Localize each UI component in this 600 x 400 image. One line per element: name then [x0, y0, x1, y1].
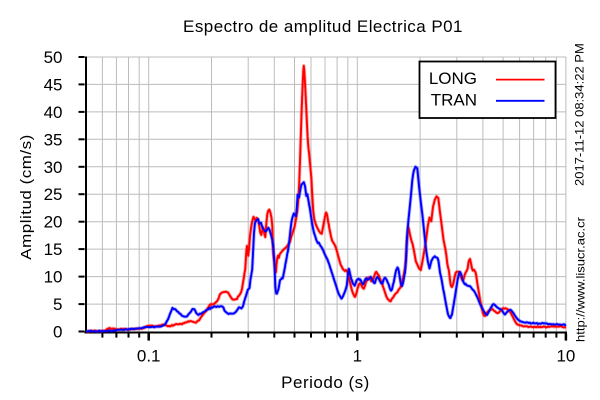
svg-text:0: 0: [53, 323, 62, 342]
svg-text:35: 35: [44, 130, 63, 149]
svg-text:20: 20: [44, 213, 63, 232]
svg-text:15: 15: [44, 240, 63, 259]
svg-text:30: 30: [44, 158, 63, 177]
svg-text:2017-11-12 08:34:22 PM: 2017-11-12 08:34:22 PM: [573, 43, 586, 186]
svg-text:Espectro de amplitud Electrica: Espectro de amplitud Electrica P01: [183, 17, 463, 36]
svg-text:25: 25: [44, 185, 63, 204]
svg-text:Periodo (s): Periodo (s): [281, 373, 370, 392]
svg-text:40: 40: [44, 103, 63, 122]
svg-text:http://www.lisucr.ac.cr: http://www.lisucr.ac.cr: [574, 217, 587, 342]
svg-text:TRAN: TRAN: [431, 90, 477, 109]
svg-text:45: 45: [44, 75, 63, 94]
svg-text:10: 10: [556, 346, 575, 365]
svg-text:LONG: LONG: [429, 69, 477, 88]
svg-text:5: 5: [53, 295, 62, 314]
svg-text:1: 1: [353, 346, 362, 365]
svg-text:50: 50: [44, 48, 63, 67]
svg-text:Amplitud (cm/s): Amplitud (cm/s): [19, 134, 35, 259]
svg-text:0.1: 0.1: [137, 346, 161, 365]
svg-text:10: 10: [44, 268, 63, 287]
